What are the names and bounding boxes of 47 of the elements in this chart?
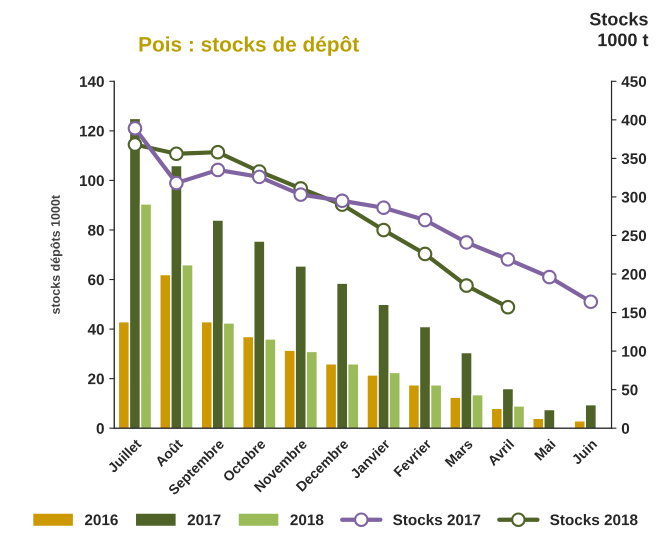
chart-title: Pois : stocks de dépôt (139, 36, 359, 56)
point (500, 300, 516, 314)
legend-label: 2016 (84, 514, 118, 526)
y-tick-label: 100 (80, 175, 104, 186)
y-tick-label: 0 (96, 423, 104, 434)
y2-tick-label: 150 (622, 307, 646, 318)
y2-axis-title: Stocks 1000 t (590, 12, 648, 46)
point (500, 252, 516, 267)
point (128, 121, 142, 136)
y-tick-label: 80 (88, 224, 104, 236)
point (542, 270, 557, 284)
point (418, 246, 432, 262)
point (293, 187, 308, 202)
y2-tick-label: 300 (622, 192, 646, 203)
x-tick-label: Juin (570, 438, 598, 466)
y-tick-label: 60 (88, 274, 104, 286)
point (169, 146, 184, 162)
point (418, 212, 432, 228)
x-tick-label: Mai (534, 438, 556, 461)
y2-tick-label: 100 (622, 346, 646, 357)
legend-label: 2018 (290, 514, 324, 526)
point (376, 200, 391, 216)
point (210, 162, 226, 178)
point (252, 170, 267, 184)
point (459, 278, 474, 293)
y-axis-title: stocks dépôts 1000t (50, 195, 62, 314)
point (334, 193, 350, 208)
y2-tick-label: 200 (622, 268, 646, 280)
point (128, 137, 142, 152)
y2-tick-label: 250 (622, 230, 646, 242)
point (459, 235, 474, 250)
point (584, 294, 598, 310)
point (169, 176, 184, 190)
y-tick-label: 20 (88, 373, 104, 384)
y-tick-label: 140 (80, 76, 104, 87)
y-tick-label: 40 (88, 324, 104, 335)
y-tick-label: 120 (80, 126, 104, 137)
legend-label: Stocks 2018 (550, 514, 638, 526)
y2-tick-label: 450 (621, 76, 646, 87)
legend-label: Stocks 2017 (393, 514, 480, 526)
point (376, 222, 391, 238)
y2-tick-label: 350 (622, 153, 646, 164)
legend-label: 2017 (188, 514, 220, 526)
y2-tick-label: 50 (622, 384, 638, 396)
y2-tick-label: 400 (621, 114, 646, 126)
y2-tick-label: 0 (622, 423, 630, 434)
point (210, 144, 226, 160)
